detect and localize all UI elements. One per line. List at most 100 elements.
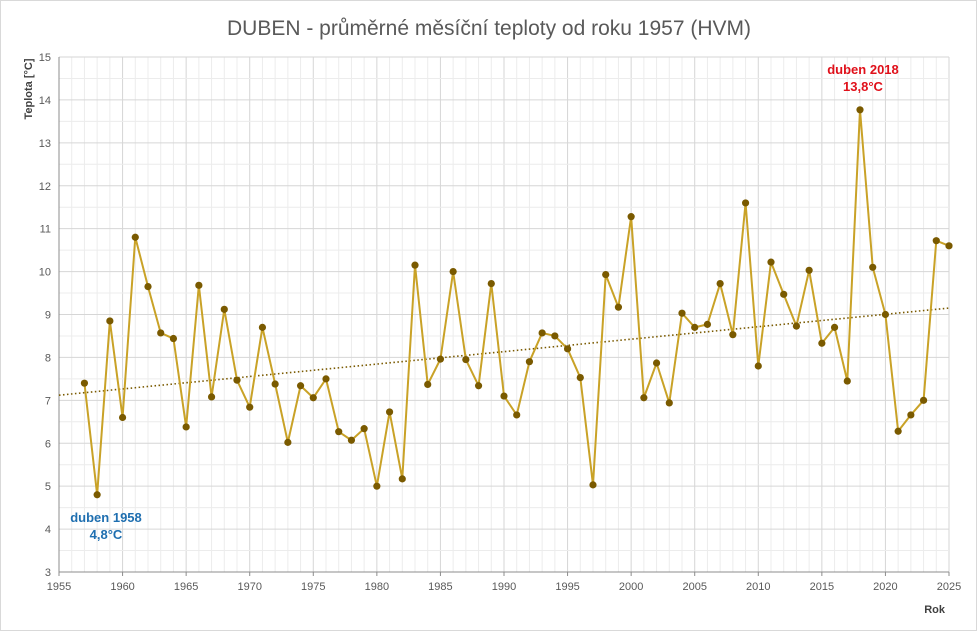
x-tick-label: 2015 <box>810 581 834 593</box>
data-point <box>474 382 483 390</box>
x-tick-label: 2010 <box>746 581 770 593</box>
data-point <box>780 290 788 298</box>
x-tick-label: 1985 <box>428 581 452 593</box>
data-point <box>131 233 139 241</box>
data-point <box>589 481 597 489</box>
data-point <box>347 436 356 444</box>
data-point <box>118 413 127 422</box>
y-tick-label: 9 <box>45 310 51 322</box>
x-tick-label: 1980 <box>365 581 389 593</box>
data-point <box>767 258 775 266</box>
y-tick-label: 14 <box>39 95 51 107</box>
data-point <box>830 323 839 331</box>
data-point <box>525 358 534 366</box>
data-point <box>716 280 724 288</box>
data-point <box>614 303 623 311</box>
data-point <box>703 320 712 328</box>
grid <box>58 56 950 573</box>
data-point <box>309 394 317 402</box>
data-point <box>805 266 813 274</box>
y-axis-ticks: 3 4 5 6 7 8 9 10 11 12 13 14 15 <box>39 52 51 579</box>
data-point <box>729 331 737 339</box>
data-point <box>513 411 521 419</box>
data-point <box>284 438 292 446</box>
data-point <box>233 376 241 384</box>
data-point <box>538 329 546 337</box>
data-point <box>169 334 178 343</box>
x-tick-label: 2000 <box>619 581 643 593</box>
chart-title: DUBEN - průměrné měsíční teploty od roku… <box>227 17 751 40</box>
x-tick-label: 1965 <box>174 581 198 593</box>
y-tick-label: 3 <box>45 567 51 579</box>
y-tick-label: 12 <box>39 181 51 193</box>
y-tick-label: 7 <box>45 395 51 407</box>
y-tick-label: 10 <box>39 267 51 279</box>
data-point <box>246 403 254 411</box>
data-point <box>220 305 228 313</box>
data-point <box>741 199 750 207</box>
x-tick-label: 1955 <box>47 581 71 593</box>
data-point <box>258 323 267 331</box>
data-point <box>869 263 877 271</box>
data-point <box>335 428 343 436</box>
annotation-min-line1: duben 1958 <box>70 510 142 525</box>
x-tick-label: 1970 <box>237 581 261 593</box>
data-point <box>462 355 470 364</box>
y-tick-label: 15 <box>39 52 51 64</box>
annotation-min-line2: 4,8°C <box>90 527 123 542</box>
data-point <box>93 491 101 499</box>
y-tick-label: 13 <box>39 138 51 150</box>
x-tick-label: 1960 <box>110 581 134 593</box>
y-axis-label: Teplota [°C] <box>23 58 35 119</box>
data-point <box>385 408 394 416</box>
data-point <box>157 329 165 337</box>
data-point <box>945 242 953 250</box>
data-point <box>398 475 406 483</box>
data-point <box>792 322 801 330</box>
annotation-max-line2: 13,8°C <box>843 79 884 94</box>
data-point <box>487 280 495 288</box>
data-point <box>296 382 305 390</box>
data-point <box>818 339 826 347</box>
data-point <box>80 379 89 387</box>
y-tick-label: 6 <box>45 438 51 450</box>
x-axis-ticks: 1955 1960 1965 1970 1975 1980 1985 1990 1995 2000… <box>47 572 961 593</box>
data-point <box>665 399 673 407</box>
data-point <box>500 392 508 400</box>
data-point <box>678 309 686 317</box>
data-point <box>881 310 890 319</box>
x-tick-label: 1995 <box>555 581 579 593</box>
y-tick-label: 11 <box>40 224 51 236</box>
annotation-max-line1: duben 2018 <box>827 62 899 77</box>
data-point <box>754 362 762 370</box>
data-point <box>907 411 915 419</box>
data-point <box>602 270 610 279</box>
x-axis-label: Rok <box>924 604 946 616</box>
data-point <box>182 423 190 431</box>
x-tick-label: 2005 <box>682 581 706 593</box>
data-point <box>576 373 584 382</box>
data-point <box>843 377 851 385</box>
x-tick-label: 1990 <box>492 581 516 593</box>
y-tick-label: 5 <box>45 481 51 493</box>
data-point <box>640 394 648 402</box>
data-point <box>436 355 445 363</box>
x-tick-label: 1975 <box>301 581 325 593</box>
data-point <box>106 317 114 325</box>
data-point <box>856 106 864 114</box>
data-point <box>195 281 203 289</box>
data-point <box>449 267 457 276</box>
data-point <box>652 359 661 367</box>
data-point <box>919 396 928 404</box>
y-tick-label: 8 <box>45 352 51 364</box>
data-point <box>691 323 699 331</box>
data-point <box>373 482 381 490</box>
data-point <box>551 332 559 340</box>
data-point <box>360 425 368 433</box>
data-point <box>563 345 572 353</box>
data-point <box>144 283 152 291</box>
data-point <box>322 375 330 383</box>
data-point <box>894 427 902 435</box>
annotations: duben 1958 4,8°C duben 2018 13,8°C <box>70 62 899 542</box>
